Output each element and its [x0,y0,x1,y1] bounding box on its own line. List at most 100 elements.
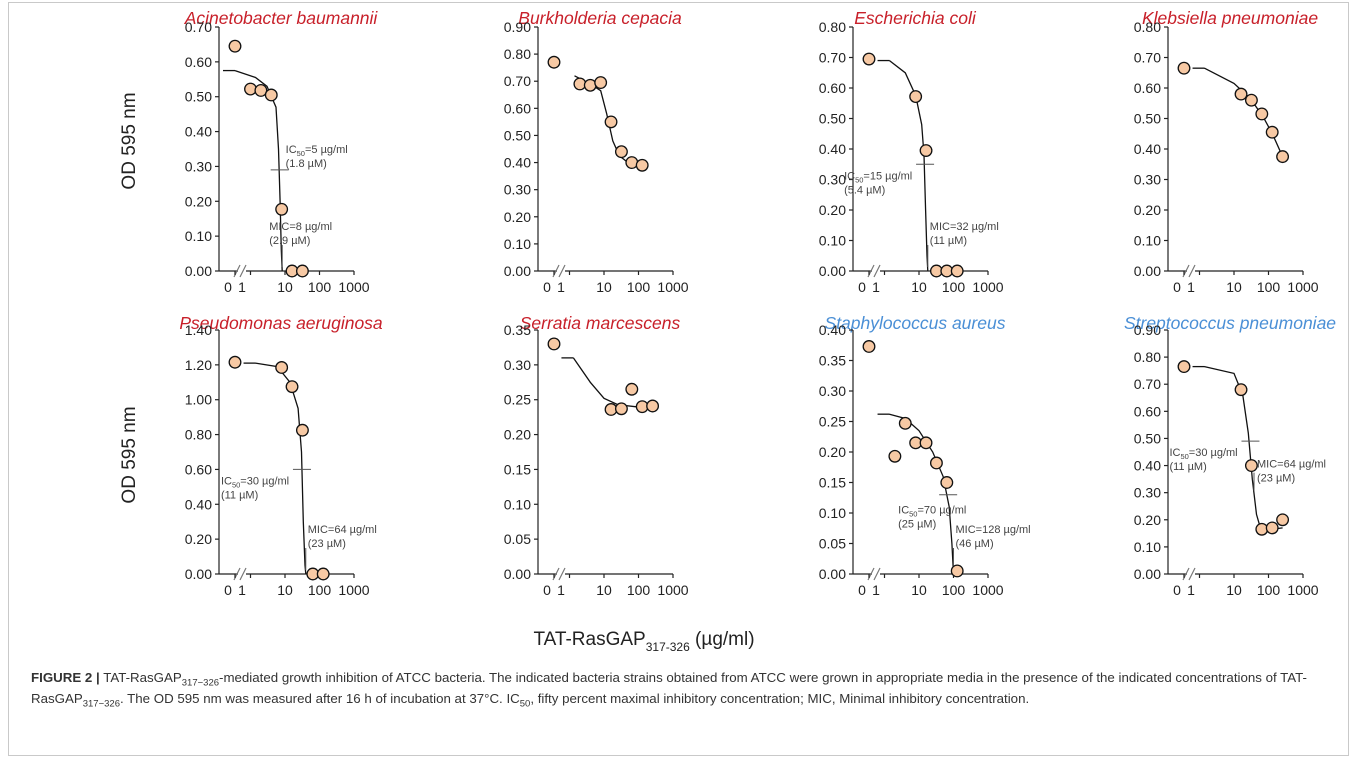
x-tick-label: 1 [872,582,880,598]
y-tick-label: 0.40 [185,496,212,512]
mic-label-molar: (11 µM) [930,235,967,247]
data-point [1265,125,1279,139]
figure-frame: OD 595 nm OD 595 nm TAT-RasGAP317-326 (µ… [8,2,1349,756]
data-point [295,423,309,437]
caption-part-4: , fifty percent maximal inhibitory conce… [530,691,1030,706]
y-tick-label: 0.00 [504,566,531,582]
data-point [1177,61,1191,75]
ic50-label-sub: 50 [297,149,305,158]
x-tick-label: 1000 [972,582,1003,598]
x-axis-break [873,264,881,278]
fit-curve [234,69,283,272]
x-tick-label: 10 [596,279,612,295]
data-point [909,90,923,103]
mic-label-part: MIC=64 µg/ml [1257,459,1326,471]
data-point [316,567,330,581]
y-tick-label: 0.20 [504,427,531,443]
y-tick-label: 0.60 [185,54,212,70]
y-tick-label: 0.60 [504,100,531,116]
data-point [1255,522,1269,536]
data-point [547,55,561,69]
x-tick-label: 100 [942,279,966,295]
fit-curve [889,60,929,272]
y-tick-label: 0.25 [504,392,531,408]
x-tick-label: 10 [1226,279,1242,295]
data-point [295,264,309,278]
ic50-label-part: =30 µg/ml [1189,447,1238,459]
data-point [646,399,660,413]
caption-sub-1: 317−326 [181,677,220,689]
y-tick-label: 0.00 [1134,566,1161,582]
x-tick-label: 100 [1257,279,1281,295]
ic50-label: IC50=70 µg/ml [898,505,966,519]
ic50-label-part: =5 µg/ml [305,144,348,156]
mic-label: MIC=32 µg/ml [930,221,999,233]
y-tick-label: 0.30 [819,383,846,399]
data-point [228,355,242,369]
y-tick-label: 0.30 [504,357,531,373]
x-tick-label: 1 [238,279,246,295]
shared-ylabel-top: OD 595 nm [119,92,140,189]
x-axis-break [558,264,566,278]
data-point [1265,521,1279,535]
y-tick-label: 0.90 [1134,322,1161,338]
shared-xlabel-unit: (µg/ml) [690,629,755,650]
mic-label-part: MIC=8 µg/ml [269,221,332,233]
data-point [950,264,964,278]
y-tick-label: 0.40 [1134,458,1161,474]
data-point [285,380,299,394]
ic50-label-part: IC [286,144,297,156]
ic50-label: IC50=5 µg/ml [286,144,348,158]
shared-xlabel-sub: 317-326 [646,640,690,654]
y-tick-label: 0.00 [1134,263,1161,279]
ic50-label-molar: (11 µM) [1169,461,1206,473]
mic-label-part: MIC=32 µg/ml [930,221,999,233]
x-tick-label: 0 [224,279,232,295]
data-point [1276,513,1290,527]
chart-title: Acinetobacter baumannii [184,8,379,28]
data-point [604,115,618,129]
y-tick-label: 0.20 [1134,202,1161,218]
y-tick-label: 0.40 [1134,141,1161,157]
x-tick-label: 10 [911,279,927,295]
ic50-label-sub: 50 [232,480,240,489]
y-tick-label: 0.60 [1134,80,1161,96]
x-axis-break [558,567,566,581]
y-tick-label: 0.80 [1134,349,1161,365]
data-point [614,402,628,416]
y-tick-label: 0.40 [504,155,531,171]
data-point [950,564,964,578]
mic-label: MIC=64 µg/ml [1257,459,1326,471]
x-tick-label: 10 [277,582,293,598]
data-point [862,52,876,66]
y-tick-label: 0.10 [504,236,531,252]
x-tick-label: 10 [596,582,612,598]
y-tick-label: 0.60 [819,80,846,96]
mic-label-part: MIC=128 µg/ml [956,524,1031,536]
x-tick-label: 1 [872,279,880,295]
y-tick-label: 0.70 [185,19,212,35]
data-point [583,78,597,92]
y-tick-label: 0.00 [819,263,846,279]
x-axis-break [1188,567,1196,581]
x-tick-label: 0 [543,279,551,295]
y-tick-label: 0.05 [504,531,531,547]
x-axis-break [239,567,247,581]
y-tick-label: 0.20 [185,531,212,547]
y-tick-label: 0.50 [1134,111,1161,127]
shared-ylabel-bottom: OD 595 nm [119,406,140,503]
x-tick-label: 100 [308,582,332,598]
y-tick-label: 0.35 [504,322,531,338]
y-tick-label: 0.30 [819,172,846,188]
data-point [888,449,902,463]
data-point [1234,87,1248,101]
y-tick-label: 0.40 [819,141,846,157]
x-tick-label: 100 [942,582,966,598]
panel-2: Burkholderia cepacia 0.00 0.10 0.20 0.30 0.40… [504,8,689,295]
y-tick-label: 0.00 [819,566,846,582]
data-point [594,76,608,90]
y-tick-label: 0.20 [1134,512,1161,528]
caption-sub-3: 50 [519,698,531,710]
y-tick-label: 0.35 [819,353,846,369]
ic50-label-molar: (1.8 µM) [286,158,327,170]
